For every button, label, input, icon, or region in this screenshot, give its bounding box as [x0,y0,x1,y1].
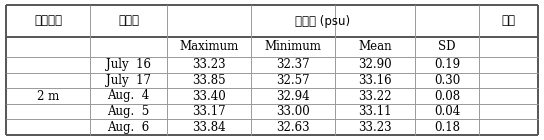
Text: 32.37: 32.37 [276,58,310,71]
Text: 비고: 비고 [502,15,516,27]
Text: 33.85: 33.85 [192,74,226,87]
Text: SD: SD [438,40,456,53]
Text: Mean: Mean [358,40,392,53]
Text: 관측수층: 관측수층 [34,15,62,27]
Text: 0.08: 0.08 [434,89,460,102]
Text: 측정값 (psu): 측정값 (psu) [295,15,350,27]
Text: 0.30: 0.30 [434,74,460,87]
Text: 33.22: 33.22 [358,89,392,102]
Text: 32.57: 32.57 [276,74,310,87]
Text: Aug.  6: Aug. 6 [107,121,150,134]
Text: 32.94: 32.94 [276,89,310,102]
Text: 33.17: 33.17 [192,105,226,118]
Text: 0.18: 0.18 [434,121,460,134]
Text: 33.23: 33.23 [192,58,226,71]
Text: Minimum: Minimum [264,40,322,53]
Text: 33.16: 33.16 [358,74,392,87]
Text: Aug.  4: Aug. 4 [107,89,150,102]
Text: 32.90: 32.90 [358,58,392,71]
Text: 33.11: 33.11 [358,105,392,118]
Text: July  16: July 16 [106,58,151,71]
Text: Aug.  5: Aug. 5 [107,105,150,118]
Text: 2 m: 2 m [37,89,59,102]
Text: 관측일: 관측일 [118,15,139,27]
Text: 33.40: 33.40 [192,89,226,102]
Text: 33.23: 33.23 [358,121,392,134]
Text: 33.00: 33.00 [276,105,310,118]
Text: 0.04: 0.04 [434,105,460,118]
Text: 0.19: 0.19 [434,58,460,71]
Text: 32.63: 32.63 [276,121,310,134]
Text: Maximum: Maximum [179,40,238,53]
Text: July  17: July 17 [106,74,151,87]
Text: 33.84: 33.84 [192,121,226,134]
